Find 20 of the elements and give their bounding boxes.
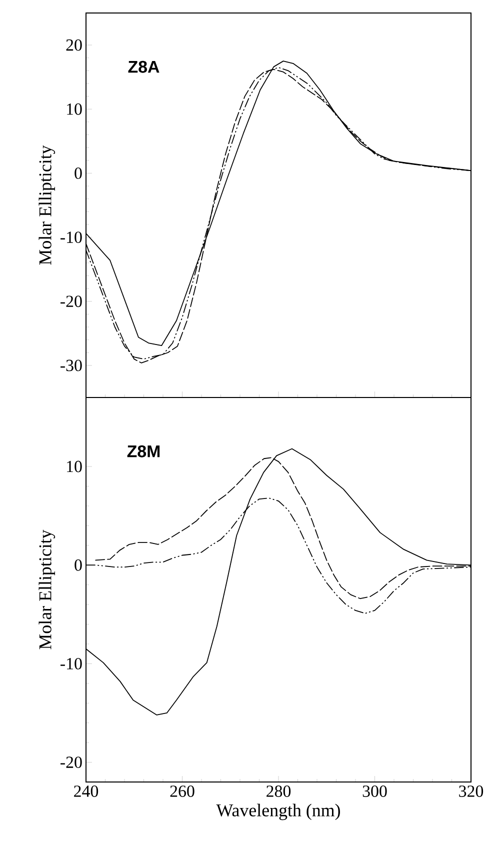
- y-tick-label: 10: [67, 460, 82, 472]
- y-tick-label: -30: [60, 360, 82, 372]
- y-axis-title: Molar Ellipticity: [38, 145, 56, 265]
- y-tick-label: 10: [67, 103, 82, 115]
- y-tick-label: 0: [74, 167, 82, 179]
- text: Z8M: [127, 445, 160, 458]
- x-tick-label: 240: [74, 786, 98, 797]
- x-tick-label: 280: [266, 786, 291, 797]
- y-tick-label: 0: [74, 559, 82, 571]
- y-tick-label: -10: [60, 232, 82, 244]
- y-tick-label: 20: [66, 39, 82, 51]
- x-axis-title: Wavelength (nm): [216, 804, 340, 820]
- x-tick-label: 300: [362, 786, 387, 797]
- x-tick-label: 260: [170, 786, 194, 797]
- y-tick-label: -10: [60, 658, 82, 670]
- y-tick-label: -20: [60, 756, 82, 768]
- y-axis-title: Molar Ellipticity: [38, 530, 56, 650]
- text: Z8A: [128, 60, 160, 73]
- y-tick-label: -20: [60, 296, 82, 308]
- x-tick-label: 320: [459, 786, 484, 797]
